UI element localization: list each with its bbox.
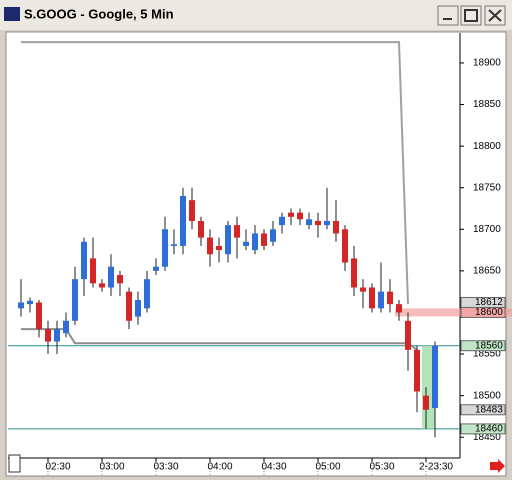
candle-body <box>234 225 240 238</box>
candle-body <box>225 225 231 255</box>
candle-body <box>243 241 249 246</box>
candle-body <box>315 220 321 226</box>
candle-body <box>342 229 348 263</box>
price-marker-label: 18460 <box>475 424 503 435</box>
price-marker <box>460 340 506 352</box>
price-marker <box>460 423 506 435</box>
window-title: S.GOOG - Google, 5 Min <box>24 6 174 21</box>
price-marker <box>460 404 506 416</box>
x-tick-label: 03:30 <box>153 462 178 473</box>
candle-body <box>297 212 303 220</box>
x-tick-label: 05:00 <box>315 462 340 473</box>
x-tick-label: 04:00 <box>207 462 232 473</box>
candle-body <box>198 220 204 238</box>
candle-body <box>387 291 393 305</box>
candle-body <box>117 275 123 284</box>
candle-body <box>288 212 294 217</box>
price-marker-label: 18483 <box>475 404 503 415</box>
candle-body <box>135 299 141 317</box>
icon <box>464 9 478 22</box>
candle-body <box>72 279 78 321</box>
candle-body <box>45 329 51 342</box>
x-tick-label: 04:30 <box>261 462 286 473</box>
candle-body <box>396 304 402 313</box>
candle-body <box>36 302 42 330</box>
candle-body <box>63 320 69 334</box>
candle-body <box>432 345 438 409</box>
window-buttons[interactable] <box>437 5 506 26</box>
y-tick-label: 18900 <box>473 58 501 69</box>
candle-body <box>378 291 384 309</box>
price-band <box>395 308 512 317</box>
y-tick-label: 18550 <box>473 349 501 360</box>
plot: 18450 18500 18550 18600 18650 18700 18750 18800… <box>8 41 512 475</box>
candle-body <box>27 300 33 305</box>
price-marker-label: 18600 <box>475 307 503 318</box>
price-marker <box>460 306 506 318</box>
x-tick-label: 03:00 <box>99 462 124 473</box>
candle-body <box>108 266 114 288</box>
candle-body <box>306 219 312 226</box>
y-tick-label: 18450 <box>473 432 501 443</box>
candle-body <box>144 279 150 309</box>
minimize-button[interactable] <box>437 5 459 26</box>
candle-body <box>360 287 366 292</box>
candle-body <box>54 329 60 342</box>
x-tick-label: 05:30 <box>369 462 394 473</box>
overlay-line <box>21 41 409 305</box>
scroll-box[interactable] <box>8 454 21 473</box>
scroll-arrow[interactable] <box>490 459 505 473</box>
candle-body <box>351 258 357 288</box>
candle-body <box>81 241 87 280</box>
icon <box>488 9 502 22</box>
candle-body <box>270 229 276 242</box>
candle-body <box>153 266 159 271</box>
candle-body <box>414 349 420 392</box>
app-icon <box>4 7 20 21</box>
candle-body <box>180 196 186 246</box>
candle-body <box>189 200 195 221</box>
candle-body <box>90 258 96 284</box>
y-tick-label: 18700 <box>473 224 501 235</box>
candle-body <box>279 216 285 226</box>
candle-body <box>162 229 168 267</box>
y-tick-label: 18800 <box>473 141 501 152</box>
y-tick-label: 18650 <box>473 266 501 277</box>
overlay-line <box>21 328 418 351</box>
candle-body <box>333 220 339 234</box>
candle-body <box>252 233 258 251</box>
title-bar <box>0 0 512 30</box>
candle-body <box>405 320 411 350</box>
x-tick-label: 2-23:30 <box>419 462 453 473</box>
candle-body <box>99 283 105 288</box>
y-tick-label: 18500 <box>473 390 501 401</box>
candle-body <box>126 291 132 321</box>
y-tick-label: 18750 <box>473 182 501 193</box>
candle-body <box>171 244 177 246</box>
price-marker-label: 18560 <box>475 340 503 351</box>
candle-body <box>18 302 24 309</box>
candle-body <box>324 220 330 226</box>
candle-body <box>423 395 429 410</box>
candle-body <box>369 287 375 309</box>
y-tick-label: 18850 <box>473 99 501 110</box>
candle-body <box>207 237 213 255</box>
candle-body <box>261 233 267 246</box>
candle-body <box>216 245 222 251</box>
x-tick-label: 02:30 <box>45 462 70 473</box>
price-marker-label: 18612 <box>475 297 503 308</box>
